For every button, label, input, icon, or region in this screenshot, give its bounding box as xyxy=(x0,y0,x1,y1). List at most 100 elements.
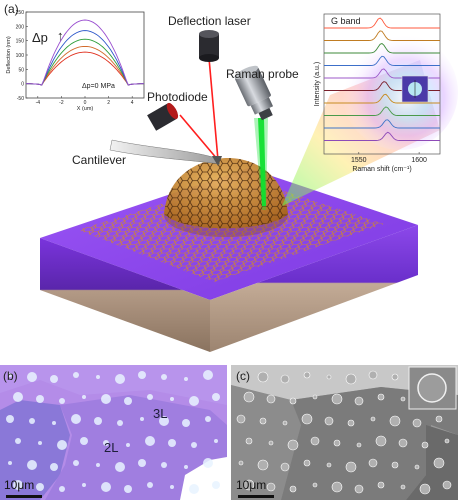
hole-dot xyxy=(391,461,399,469)
hole-dot xyxy=(161,462,167,468)
hole-dot xyxy=(301,413,313,425)
deflection-ylabel: Deflection (nm) xyxy=(6,36,12,73)
cantilever-label: Cantilever xyxy=(72,153,127,167)
hole-dot xyxy=(444,438,450,444)
scalebar-c-bar xyxy=(238,495,274,498)
hole-dot xyxy=(52,421,56,425)
cantilever xyxy=(109,139,222,166)
deflection-curve xyxy=(26,19,144,86)
delta-p-label: Δp xyxy=(32,30,48,45)
hole-dot xyxy=(257,371,269,383)
hole-dot xyxy=(375,435,387,447)
raman-spectrum-line xyxy=(324,119,440,129)
hole-dot xyxy=(50,463,58,471)
deflection-xtick-label: -4 xyxy=(36,100,41,106)
scalebar-b-bar xyxy=(6,495,42,498)
graphene-sheet xyxy=(78,178,384,282)
hole-dot xyxy=(391,373,399,381)
layer-2l-label: 2L xyxy=(104,440,119,455)
raman-spectrum-line xyxy=(324,17,440,29)
hole-dot xyxy=(389,415,401,427)
hole-dot xyxy=(414,464,420,470)
hole-dot xyxy=(312,394,318,400)
hole-dot xyxy=(245,437,253,445)
hole-dot xyxy=(189,396,199,406)
hole-dot xyxy=(57,440,67,450)
raman-probe-label: Raman probe xyxy=(226,67,299,81)
hole-dot xyxy=(370,416,376,422)
hole-dot xyxy=(73,460,79,466)
hole-dot xyxy=(126,443,130,447)
hole-dot xyxy=(27,460,37,470)
hole-dot xyxy=(326,374,332,380)
deflection-ytick-label: 0 xyxy=(21,82,24,88)
hole-dot xyxy=(280,462,290,472)
hole-dot xyxy=(398,438,408,448)
graphene-bubble xyxy=(164,158,288,237)
hole-dot xyxy=(36,483,44,491)
hole-dot xyxy=(257,459,269,471)
hole-dot xyxy=(184,377,188,381)
hole-dot xyxy=(303,371,311,379)
hole-dot xyxy=(8,461,12,465)
hole-dot xyxy=(13,392,23,402)
hole-dot xyxy=(147,482,153,488)
hole-dot xyxy=(59,486,65,492)
raman-probe-device xyxy=(234,65,274,121)
sem-micrograph xyxy=(231,365,458,500)
deflection-ytick-label: 200 xyxy=(16,24,25,30)
deflection-curve xyxy=(26,38,144,86)
hole-dot xyxy=(326,462,332,468)
hole-dot xyxy=(280,374,290,384)
hole-dot xyxy=(191,442,197,448)
hole-dot xyxy=(266,394,276,404)
hole-dot xyxy=(124,485,132,493)
hole-dot xyxy=(80,437,88,445)
hole-dot xyxy=(282,420,288,426)
layer-3l-label: 3L xyxy=(153,406,168,421)
hole-dot xyxy=(36,395,44,403)
deflection-curve xyxy=(26,30,144,86)
hole-dot xyxy=(268,440,274,446)
hole-dot xyxy=(287,439,299,451)
hole-dot xyxy=(59,398,65,404)
delta-p-zero-label: Δp=0 MPa xyxy=(82,83,115,90)
deflection-xtick-label: 2 xyxy=(107,100,110,106)
panel-b-label: (b) xyxy=(3,369,18,383)
raman-xtick-label: 1600 xyxy=(411,157,427,164)
hole-dot xyxy=(243,479,255,491)
raman-laser-beam xyxy=(254,118,268,210)
hole-dot xyxy=(205,416,211,422)
hole-dot xyxy=(71,414,81,424)
deflection-ytick-label: 250 xyxy=(16,10,25,16)
hole-dot xyxy=(214,439,218,443)
deflection-ytick-label: 50 xyxy=(18,67,24,73)
hole-dot xyxy=(138,459,146,467)
hole-dot xyxy=(101,394,111,404)
deflection-laser-device xyxy=(199,30,219,62)
hole-dot xyxy=(356,442,362,448)
hole-dot xyxy=(421,441,429,449)
deflection-curve xyxy=(26,45,144,86)
hole-dot xyxy=(238,460,244,466)
hole-dot xyxy=(6,415,14,423)
hole-dot xyxy=(289,397,297,405)
hole-dot xyxy=(29,418,35,424)
hole-dot xyxy=(236,414,246,424)
hole-dot xyxy=(331,393,343,405)
hole-dot xyxy=(170,397,174,401)
deflection-ytick-label: 150 xyxy=(16,39,25,45)
hole-dot xyxy=(354,484,364,494)
hole-dot xyxy=(115,462,125,472)
hole-dot xyxy=(442,480,452,490)
raman-spectrum-line xyxy=(324,106,440,116)
hole-dot xyxy=(345,373,357,385)
hole-dot xyxy=(324,416,334,426)
hole-dot xyxy=(170,485,174,489)
deflection-xtick-label: 4 xyxy=(131,100,134,106)
deflection-xlabel: X (um) xyxy=(77,106,94,112)
hole-dot xyxy=(8,373,12,377)
hole-dot xyxy=(184,465,188,469)
hole-dot xyxy=(243,391,255,403)
